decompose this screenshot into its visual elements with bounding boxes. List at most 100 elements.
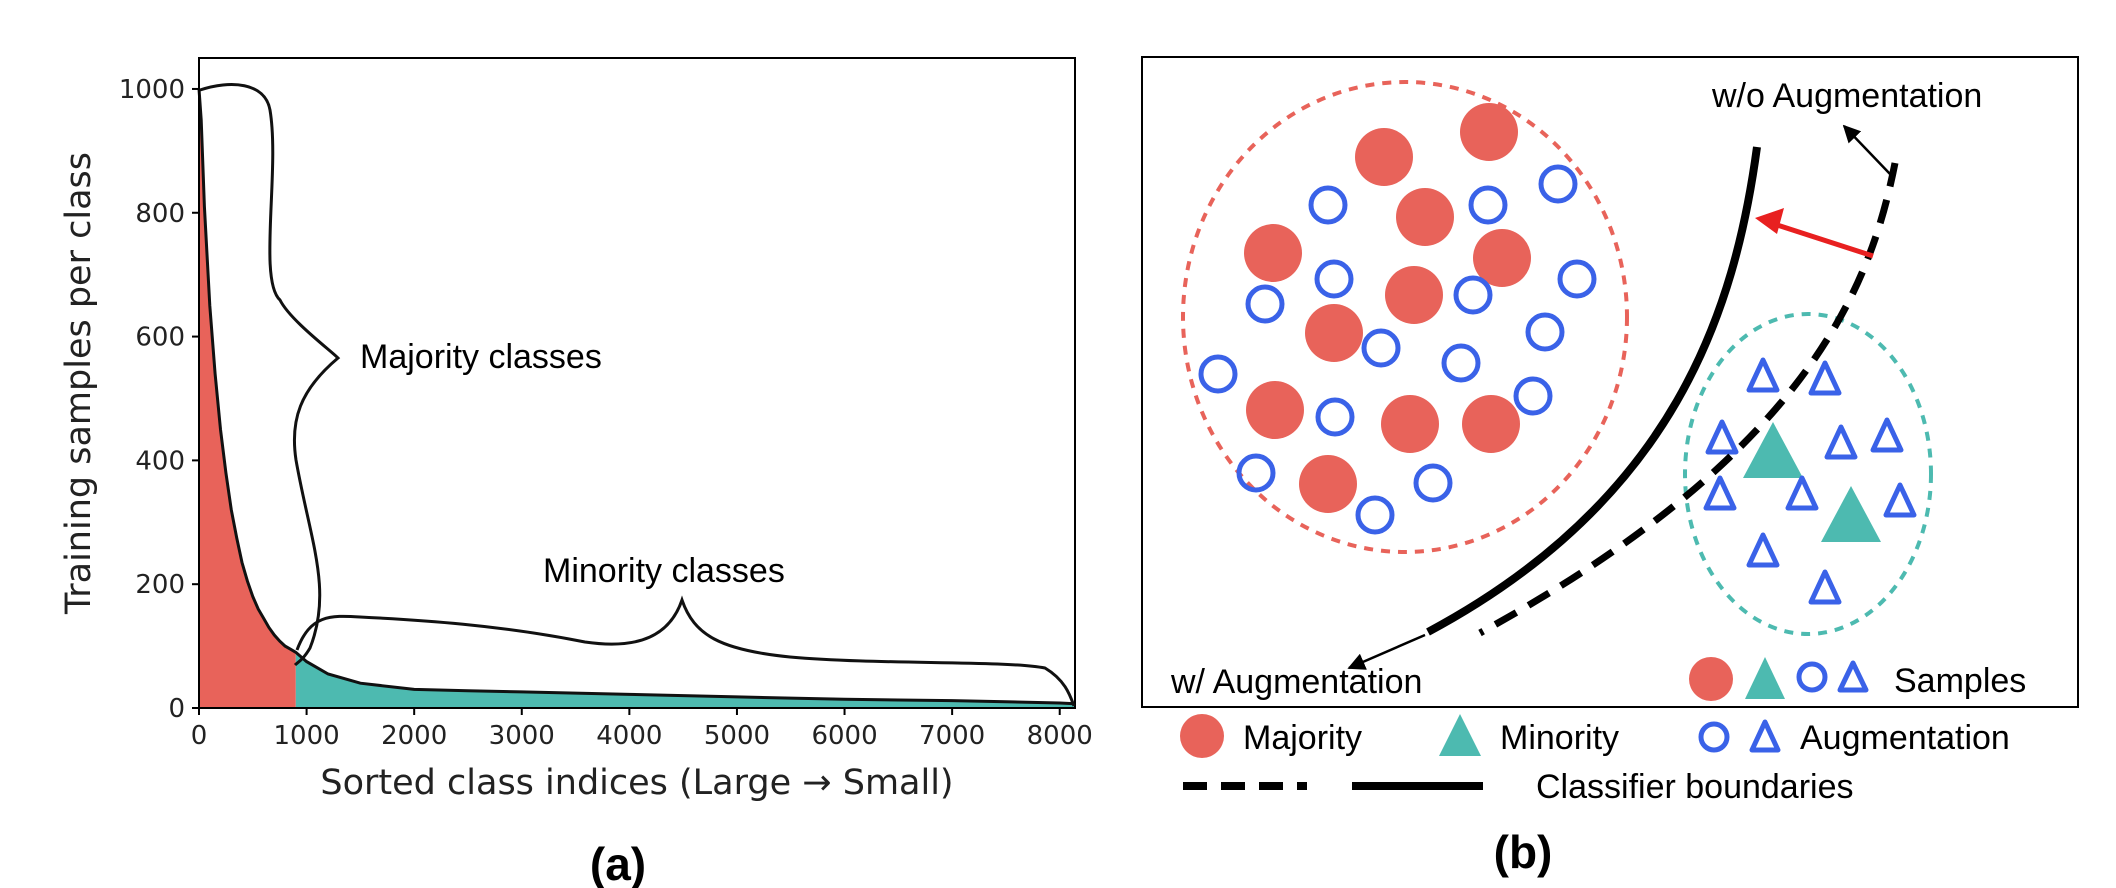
wo-augmentation-pointer: [1842, 124, 1891, 175]
majority-samples: [1244, 103, 1531, 513]
augmented-majority-sample: [1245, 284, 1285, 324]
augmented-majority-sample: [1236, 453, 1276, 493]
majority-key-marker: [1689, 657, 1733, 701]
y-tick-label: 800: [135, 199, 185, 229]
shift-arrow: [1767, 219, 1874, 259]
minority-augmented-samples: [1703, 357, 1917, 605]
legend-augmented-triangle-marker: [1749, 719, 1781, 753]
augmented-majority-sample: [1453, 275, 1493, 315]
x-tick-label: 1000: [274, 721, 340, 751]
x-tick-label: 5000: [704, 721, 770, 751]
augmented-majority-sample: [1513, 376, 1553, 416]
legend-majority-marker: [1180, 714, 1224, 758]
minority-classes-label: Minority classes: [543, 552, 785, 590]
majority-sample: [1462, 395, 1520, 453]
boundary-with-augmentation: [1426, 146, 1761, 636]
augmented-majority-sample: [1413, 463, 1453, 503]
minority-brace: [295, 595, 1076, 707]
majority-sample: [1305, 304, 1363, 362]
samples-label: Samples: [1894, 662, 2026, 700]
y-tick-label: 400: [135, 446, 185, 476]
x-tick-label: 7000: [919, 721, 985, 751]
augmented-majority-sample: [1361, 328, 1401, 368]
x-tick-label: 0: [191, 721, 208, 751]
augmented-minority-sample: [1785, 475, 1819, 511]
w-augmentation-label: w/ Augmentation: [1170, 663, 1422, 701]
legend-augmented-circle-marker: [1698, 721, 1730, 753]
w-augmentation-pointer: [1347, 633, 1426, 670]
majority-sample: [1355, 128, 1413, 186]
x-tick-label: 6000: [811, 721, 877, 751]
minority-samples: [1743, 422, 1881, 542]
augmented-minority-sample: [1705, 419, 1739, 455]
chart-area-fills: [197, 88, 1076, 708]
minority-area: [295, 652, 1075, 708]
diagram-frame: [1141, 56, 2079, 708]
majority-sample: [1299, 455, 1357, 513]
majority-sample: [1381, 395, 1439, 453]
majority-classes-label: Majority classes: [360, 338, 602, 376]
majority-cluster-outline: [1181, 80, 1629, 554]
boundary-without-augmentation: [1478, 162, 1899, 637]
majority-area: [199, 89, 296, 708]
y-tick-label: 600: [135, 323, 185, 353]
augmented-majority-sample: [1468, 185, 1508, 225]
majority-sample: [1473, 229, 1531, 287]
augmented-minority-sample: [1746, 357, 1780, 393]
wo-augmentation-label: w/o Augmentation: [1711, 77, 1982, 115]
augmented-minority-sample: [1808, 569, 1842, 605]
panel-b-diagram: w/o Augmentation w/ Augmentation Samples…: [1141, 56, 2079, 878]
x-axis-ticks: 0 1000 2000 3000 4000 5000 6000 7000 8000: [191, 708, 1093, 751]
y-axis-label: Training samples per class: [59, 152, 99, 615]
augmented-minority-sample: [1883, 482, 1917, 518]
chart-frame: [198, 57, 1076, 709]
legend-majority-label: Majority: [1243, 719, 1362, 757]
legend: Majority Minority Augmentation Classifie…: [1180, 714, 2010, 806]
x-tick-label: 3000: [489, 721, 555, 751]
legend-minority-label: Minority: [1500, 719, 1619, 757]
augmented-minority-sample: [1870, 417, 1904, 453]
legend-boundaries-label: Classifier boundaries: [1536, 768, 1854, 806]
augmented-minority-sample: [1746, 532, 1780, 568]
minority-sample: [1743, 422, 1803, 478]
majority-brace: [199, 83, 341, 667]
legend-minority-marker: [1439, 714, 1481, 756]
y-tick-label: 0: [168, 694, 185, 724]
augmented-majority-sample: [1538, 164, 1578, 204]
samples-key: Samples: [1689, 657, 2026, 701]
augmented-majority-sample: [1315, 397, 1355, 437]
x-tick-label: 2000: [381, 721, 447, 751]
augmented-majority-sample: [1441, 343, 1481, 383]
panel-a-chart: 0 1000 2000 3000 4000 5000 6000 7000 8000 0 200 40…: [59, 57, 1093, 888]
y-axis-ticks: 0 200 400 600 800 1000: [119, 75, 199, 724]
majority-sample: [1460, 103, 1518, 161]
augmented-minority-sample: [1808, 360, 1842, 396]
minority-cluster-outline: [1683, 312, 1933, 636]
augmented-majority-sample: [1525, 312, 1565, 352]
majority-sample: [1244, 224, 1302, 282]
samples-curve: [197, 88, 1076, 706]
x-axis-label: Sorted class indices (Large → Small): [320, 763, 953, 803]
augmented-majority-sample: [1308, 185, 1348, 225]
majority-augmented-samples: [1198, 164, 1597, 535]
augmented-majority-sample: [1355, 495, 1395, 535]
augmented-majority-sample: [1198, 354, 1238, 394]
augmented-majority-sample: [1314, 259, 1354, 299]
x-tick-label: 8000: [1027, 721, 1093, 751]
y-tick-label: 1000: [119, 75, 185, 105]
augmented-minority-sample: [1824, 424, 1858, 460]
majority-sample: [1385, 266, 1443, 324]
shift-arrowhead: [1755, 208, 1784, 234]
augmented-majority-sample: [1557, 259, 1597, 299]
panel-a-label: (a): [590, 838, 646, 888]
minority-sample: [1821, 486, 1881, 542]
y-tick-label: 200: [135, 570, 185, 600]
majority-sample: [1246, 381, 1304, 439]
majority-sample: [1396, 188, 1454, 246]
augmented-circle-key-marker: [1796, 661, 1828, 693]
augmented-minority-sample: [1703, 475, 1737, 511]
x-tick-label: 4000: [596, 721, 662, 751]
minority-key-marker: [1745, 657, 1785, 699]
panel-b-label: (b): [1494, 826, 1553, 878]
